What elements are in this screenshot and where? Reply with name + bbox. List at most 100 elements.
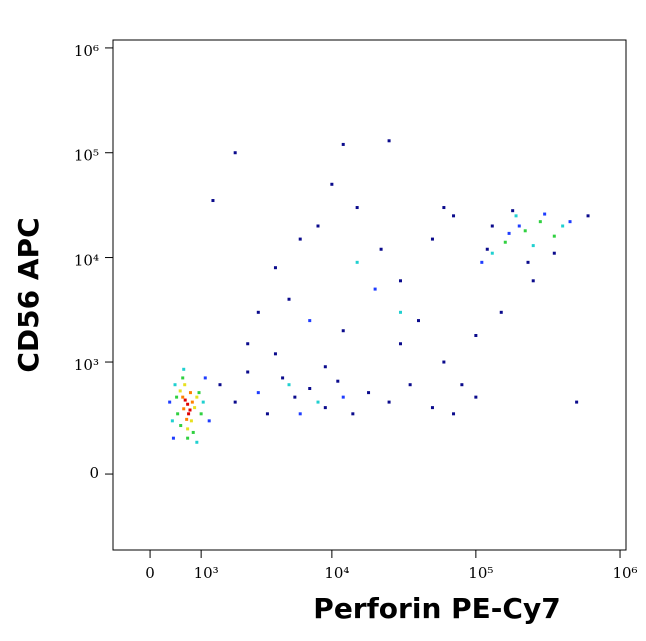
data-point: [499, 310, 503, 314]
data-point: [273, 266, 277, 270]
data-point: [233, 151, 237, 155]
data-point: [543, 212, 547, 216]
data-point: [452, 214, 456, 218]
data-point: [183, 398, 187, 402]
data-point: [183, 383, 187, 387]
x-axis-title: Perforin PE-Cy7: [313, 592, 560, 625]
data-point: [490, 224, 494, 228]
data-point: [387, 400, 391, 404]
data-point: [287, 297, 291, 301]
data-point: [179, 424, 183, 428]
data-point: [195, 440, 199, 444]
data-point: [523, 229, 527, 233]
data-point: [561, 224, 565, 228]
x-tick-label: 10⁵: [468, 564, 493, 582]
x-tick-label: 10⁶: [612, 564, 637, 582]
data-point: [190, 400, 194, 404]
data-point: [416, 319, 420, 323]
data-point: [211, 199, 215, 203]
data-point: [298, 412, 302, 416]
data-point: [507, 231, 511, 235]
data-point: [373, 287, 377, 291]
data-point: [442, 360, 446, 364]
data-point: [293, 395, 297, 399]
data-point: [281, 376, 285, 380]
data-point: [526, 260, 530, 264]
data-point: [503, 240, 507, 244]
data-point: [568, 220, 572, 224]
data-point: [517, 224, 521, 228]
y-tick-label: 10⁶: [74, 42, 99, 60]
data-point: [182, 367, 186, 371]
data-point: [452, 412, 456, 416]
data-point: [186, 402, 190, 406]
data-point: [176, 412, 180, 416]
data-point: [341, 329, 345, 333]
data-point: [316, 400, 320, 404]
data-point: [341, 142, 345, 146]
data-point: [168, 400, 172, 404]
data-point: [511, 209, 515, 213]
data-point: [170, 419, 174, 423]
data-point: [203, 376, 207, 380]
data-point: [408, 383, 412, 387]
data-point: [323, 365, 327, 369]
data-point: [552, 234, 556, 238]
data-point: [367, 391, 371, 395]
y-tick-label: 0: [89, 464, 99, 482]
data-point: [187, 412, 191, 416]
data-point: [171, 436, 175, 440]
data-point: [178, 389, 182, 393]
data-point: [323, 406, 327, 410]
data-point: [182, 407, 186, 411]
data-point: [199, 412, 203, 416]
data-point: [246, 370, 250, 374]
data-point: [185, 417, 189, 421]
y-tick-label: 10⁵: [74, 147, 99, 165]
data-point: [387, 139, 391, 143]
data-point: [379, 247, 383, 251]
data-point: [474, 334, 478, 338]
y-tick-label: 10⁴: [74, 252, 99, 270]
data-point: [186, 427, 190, 431]
data-point: [191, 430, 195, 434]
data-point: [336, 379, 340, 383]
data-point: [575, 400, 579, 404]
data-point: [195, 395, 199, 399]
data-point: [531, 244, 535, 248]
data-point: [233, 400, 237, 404]
data-point: [188, 408, 192, 412]
data-point: [265, 412, 269, 416]
x-tick-label: 10³: [194, 564, 219, 582]
data-point: [514, 214, 518, 218]
x-tick-label: 10⁴: [324, 564, 349, 582]
data-point: [480, 260, 484, 264]
data-point: [308, 319, 312, 323]
data-point: [586, 214, 590, 218]
data-point: [298, 237, 302, 241]
data-point: [175, 395, 179, 399]
data-point: [351, 412, 355, 416]
data-point: [531, 279, 535, 283]
data-point: [189, 419, 193, 423]
data-point: [474, 395, 478, 399]
data-point: [490, 251, 494, 255]
data-point: [256, 310, 260, 314]
data-point: [330, 182, 334, 186]
data-point: [398, 342, 402, 346]
data-point: [442, 206, 446, 210]
data-point: [181, 395, 185, 399]
data-point: [186, 436, 190, 440]
data-point: [460, 383, 464, 387]
data-point: [193, 406, 197, 410]
data-point: [256, 391, 260, 395]
data-point: [316, 224, 320, 228]
data-point: [173, 383, 177, 387]
plot-frame: [112, 39, 627, 551]
data-point: [430, 237, 434, 241]
data-point: [207, 419, 211, 423]
data-point: [538, 220, 542, 224]
data-point: [201, 400, 205, 404]
data-point: [430, 406, 434, 410]
